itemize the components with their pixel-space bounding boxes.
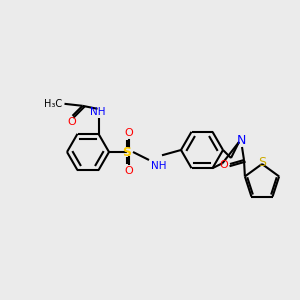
Text: O: O — [124, 128, 134, 138]
Text: O: O — [219, 160, 228, 170]
Text: H₃C: H₃C — [44, 99, 62, 109]
Text: NH: NH — [90, 107, 105, 117]
Text: S: S — [258, 157, 266, 169]
Text: N: N — [236, 134, 246, 146]
Text: O: O — [67, 117, 76, 127]
Text: O: O — [124, 166, 134, 176]
Text: S: S — [122, 146, 131, 158]
Text: NH: NH — [151, 161, 167, 171]
